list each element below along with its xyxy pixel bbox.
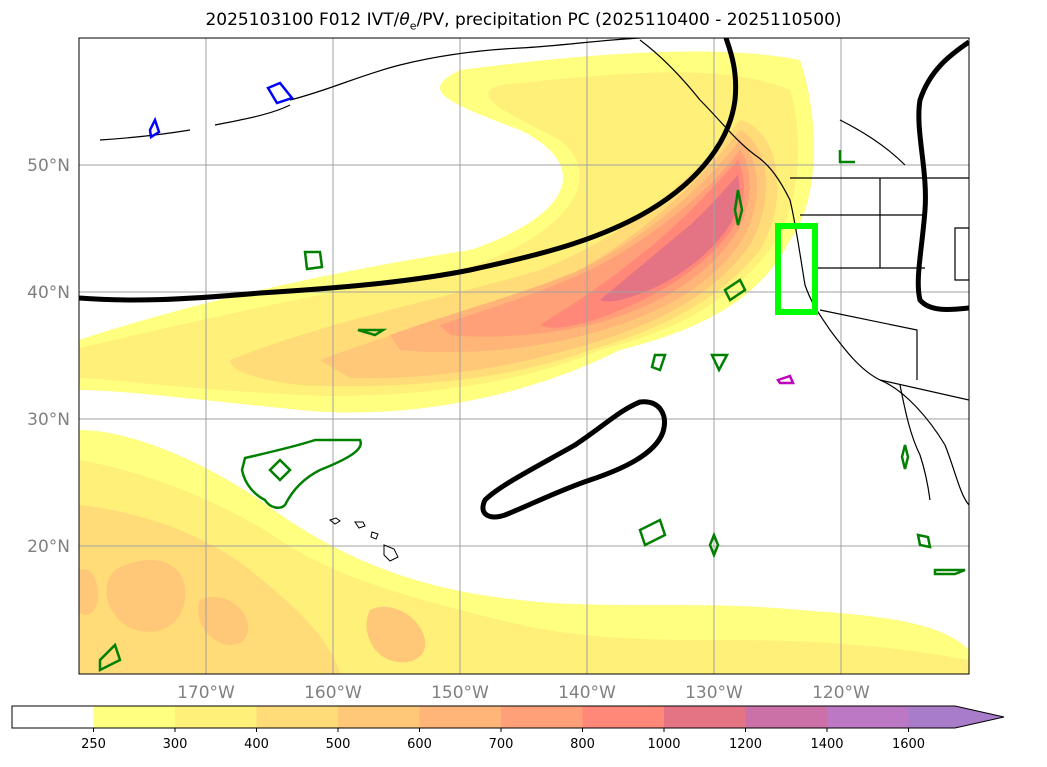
colorbar-segment	[827, 706, 909, 728]
colorbar-tick-label: 600	[407, 737, 432, 752]
colorbar-tick-label: 400	[244, 737, 269, 752]
colorbar-segment	[582, 706, 665, 728]
colorbar-tick-label: 800	[570, 737, 595, 752]
colorbar-tick-label: 1400	[810, 737, 843, 752]
precip-region-box	[775, 223, 818, 315]
ivt-band-500-south-a	[106, 560, 186, 632]
colorbar-segment	[175, 706, 257, 728]
colorbar-segment	[419, 706, 502, 728]
ivt-band-500	[320, 130, 767, 379]
map-frame	[78, 37, 970, 675]
colorbar-tick-label: 700	[489, 737, 514, 752]
colorbar-tick-label: 1600	[892, 737, 925, 752]
lon-label: 170°W	[177, 683, 235, 703]
hawaii-islands	[328, 517, 399, 562]
colorbar-segment	[501, 706, 583, 728]
lat-label: 20°N	[27, 537, 70, 557]
lon-label: 140°W	[558, 683, 616, 703]
lon-label: 130°W	[685, 683, 743, 703]
ivt-band-500-south-d	[79, 569, 99, 615]
colorbar: 250 300 400 500 600 700 800 1000 1200 1400 1600	[11, 705, 1005, 752]
lon-label: 120°W	[812, 683, 870, 703]
lat-label: 50°N	[27, 156, 70, 176]
colorbar-tick-label: 1000	[647, 737, 680, 752]
colorbar-segment	[338, 706, 420, 728]
ivt-band-1000	[600, 175, 740, 302]
ivt-shading	[79, 51, 969, 674]
colorbar-outline	[11, 705, 1005, 729]
colorbar-tick-label: 250	[81, 737, 106, 752]
lat-label: 30°N	[27, 410, 70, 430]
lat-label: 40°N	[27, 283, 70, 303]
colorbar-segment	[93, 706, 176, 728]
map-title: 2025103100 F012 IVT/θe/PV, precipitation…	[205, 10, 842, 33]
colorbar-segment	[12, 706, 94, 728]
ivt-band-500-south-c	[366, 606, 426, 663]
ivt-band-400-south	[79, 505, 340, 674]
lon-label: 160°W	[304, 683, 362, 703]
lon-label: 150°W	[431, 683, 489, 703]
colorbar-tick-label: 300	[163, 737, 188, 752]
colorbar-segment	[256, 706, 339, 728]
ivt-band-600	[390, 140, 758, 353]
colorbar-segment	[664, 706, 746, 728]
colorbar-segment	[745, 706, 828, 728]
colorbar-tick-label: 1200	[729, 737, 762, 752]
coastlines	[99, 38, 969, 506]
colorbar-segment	[908, 706, 1004, 728]
pv-contours	[98, 81, 966, 673]
ivt-band-500-south-b	[198, 596, 249, 645]
colorbar-tick-label: 500	[326, 737, 351, 752]
theta-e-contours	[79, 38, 969, 520]
ivt-band-700	[440, 150, 750, 337]
